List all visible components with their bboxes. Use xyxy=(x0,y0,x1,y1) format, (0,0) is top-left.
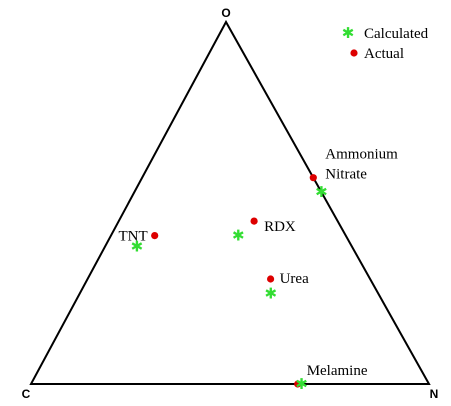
point-label-rdx: RDX xyxy=(264,219,296,235)
calculated-point-urea: ✱ xyxy=(265,285,278,303)
vertex-label-c: C xyxy=(22,387,31,401)
legend-calculated-star-icon: ✱ xyxy=(342,24,355,42)
vertex-label-n: N xyxy=(430,387,439,401)
actual-point-melamine xyxy=(294,380,302,388)
legend-actual-circle-icon xyxy=(350,49,358,57)
legend-label-actual: Actual xyxy=(364,46,404,62)
actual-point-ammonium-nitrate xyxy=(309,174,317,182)
point-label-line: TNT xyxy=(119,229,148,245)
point-label-line: RDX xyxy=(264,219,296,235)
calculated-point-tnt: ✱ xyxy=(131,237,144,255)
ternary-triangle-outline xyxy=(29,19,431,385)
point-label-line: Nitrate xyxy=(325,167,367,183)
point-label-urea: Urea xyxy=(280,271,309,287)
calculated-point-ammonium-nitrate: ✱ xyxy=(315,183,328,201)
legend-label-calculated: Calculated xyxy=(364,26,429,42)
point-label-melamine: Melamine xyxy=(307,363,368,379)
vertex-label-o: O xyxy=(221,6,230,20)
calculated-point-melamine: ✱ xyxy=(295,375,308,393)
calculated-point-rdx: ✱ xyxy=(232,227,245,245)
point-label-ammonium-nitrate: Ammonium Nitrate xyxy=(325,147,398,183)
point-label-tnt: TNT xyxy=(119,229,148,245)
data-points: ✱Ammonium Nitrate✱TNT ✱ RDX✱Urea✱Melamine xyxy=(119,147,399,393)
actual-point-urea xyxy=(267,275,275,283)
point-label-line: Ammonium xyxy=(325,147,398,163)
actual-point-rdx xyxy=(250,217,258,225)
actual-point-tnt xyxy=(151,232,159,240)
point-label-line: Urea xyxy=(280,271,309,287)
legend: ✱ Calculated Actual xyxy=(342,24,429,62)
point-label-line: Melamine xyxy=(307,363,368,379)
